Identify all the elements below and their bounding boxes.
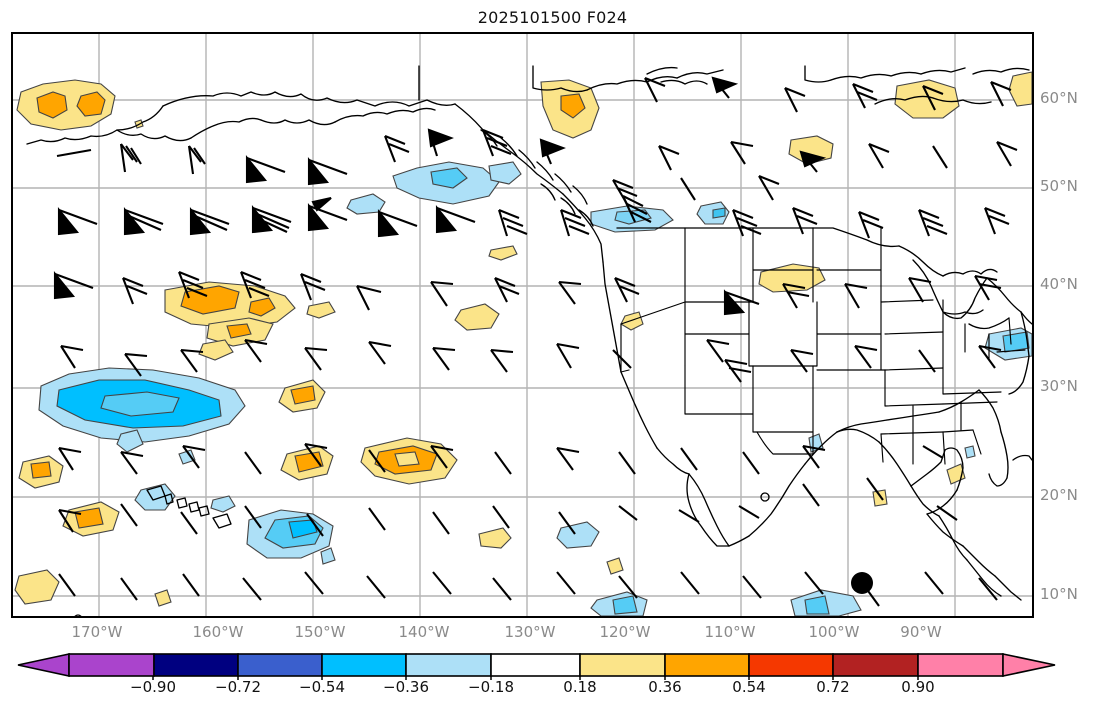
lon-tick-120w: 120°W: [599, 623, 651, 641]
lat-tick-10n: 10°N: [1040, 585, 1078, 603]
lon-tick-90w: 90°W: [900, 623, 942, 641]
cbar-tick-0.18: 0.18: [563, 678, 597, 696]
map-coastlines: [26, 65, 1032, 616]
cbar-tick--0.54: −0.54: [299, 678, 345, 696]
cbar-extend-high: [1002, 653, 1056, 677]
map-panel[interactable]: [11, 32, 1034, 618]
map-canvas[interactable]: [13, 34, 1032, 616]
cbar-tick-0.36: 0.36: [648, 678, 682, 696]
lat-tick-40n: 40°N: [1040, 275, 1078, 293]
lon-tick-140w: 140°W: [398, 623, 450, 641]
cbar-tick-0.90: 0.90: [901, 678, 935, 696]
lon-tick-100w: 100°W: [808, 623, 860, 641]
lon-tick-160w: 160°W: [192, 623, 244, 641]
cbar-tick--0.90: −0.90: [130, 678, 176, 696]
lat-tick-30n: 30°N: [1040, 377, 1078, 395]
map-gridlines: [13, 34, 1032, 616]
colorbar[interactable]: −0.90 −0.72 −0.54 −0.36 −0.18 0.18 0.36 …: [0, 650, 1105, 712]
cbar-tick-0.54: 0.54: [732, 678, 766, 696]
cbar-tick--0.72: −0.72: [215, 678, 261, 696]
cbar-tick-0.72: 0.72: [816, 678, 850, 696]
colorbar-swatches: [17, 653, 1056, 680]
lon-tick-150w: 150°W: [294, 623, 346, 641]
lon-tick-170w: 170°W: [71, 623, 123, 641]
cbar-extend-low: [17, 653, 70, 677]
lat-tick-60n: 60°N: [1040, 89, 1078, 107]
lon-tick-130w: 130°W: [504, 623, 556, 641]
page-title: 2025101500 F024: [477, 8, 628, 27]
storm-center-marker: [851, 572, 873, 594]
lon-tick-110w: 110°W: [704, 623, 756, 641]
lat-tick-20n: 20°N: [1040, 486, 1078, 504]
wind-barbs-layer: [53, 76, 1018, 607]
cbar-tick--0.36: −0.36: [383, 678, 429, 696]
cbar-tick--0.18: −0.18: [468, 678, 514, 696]
lat-tick-50n: 50°N: [1040, 177, 1078, 195]
